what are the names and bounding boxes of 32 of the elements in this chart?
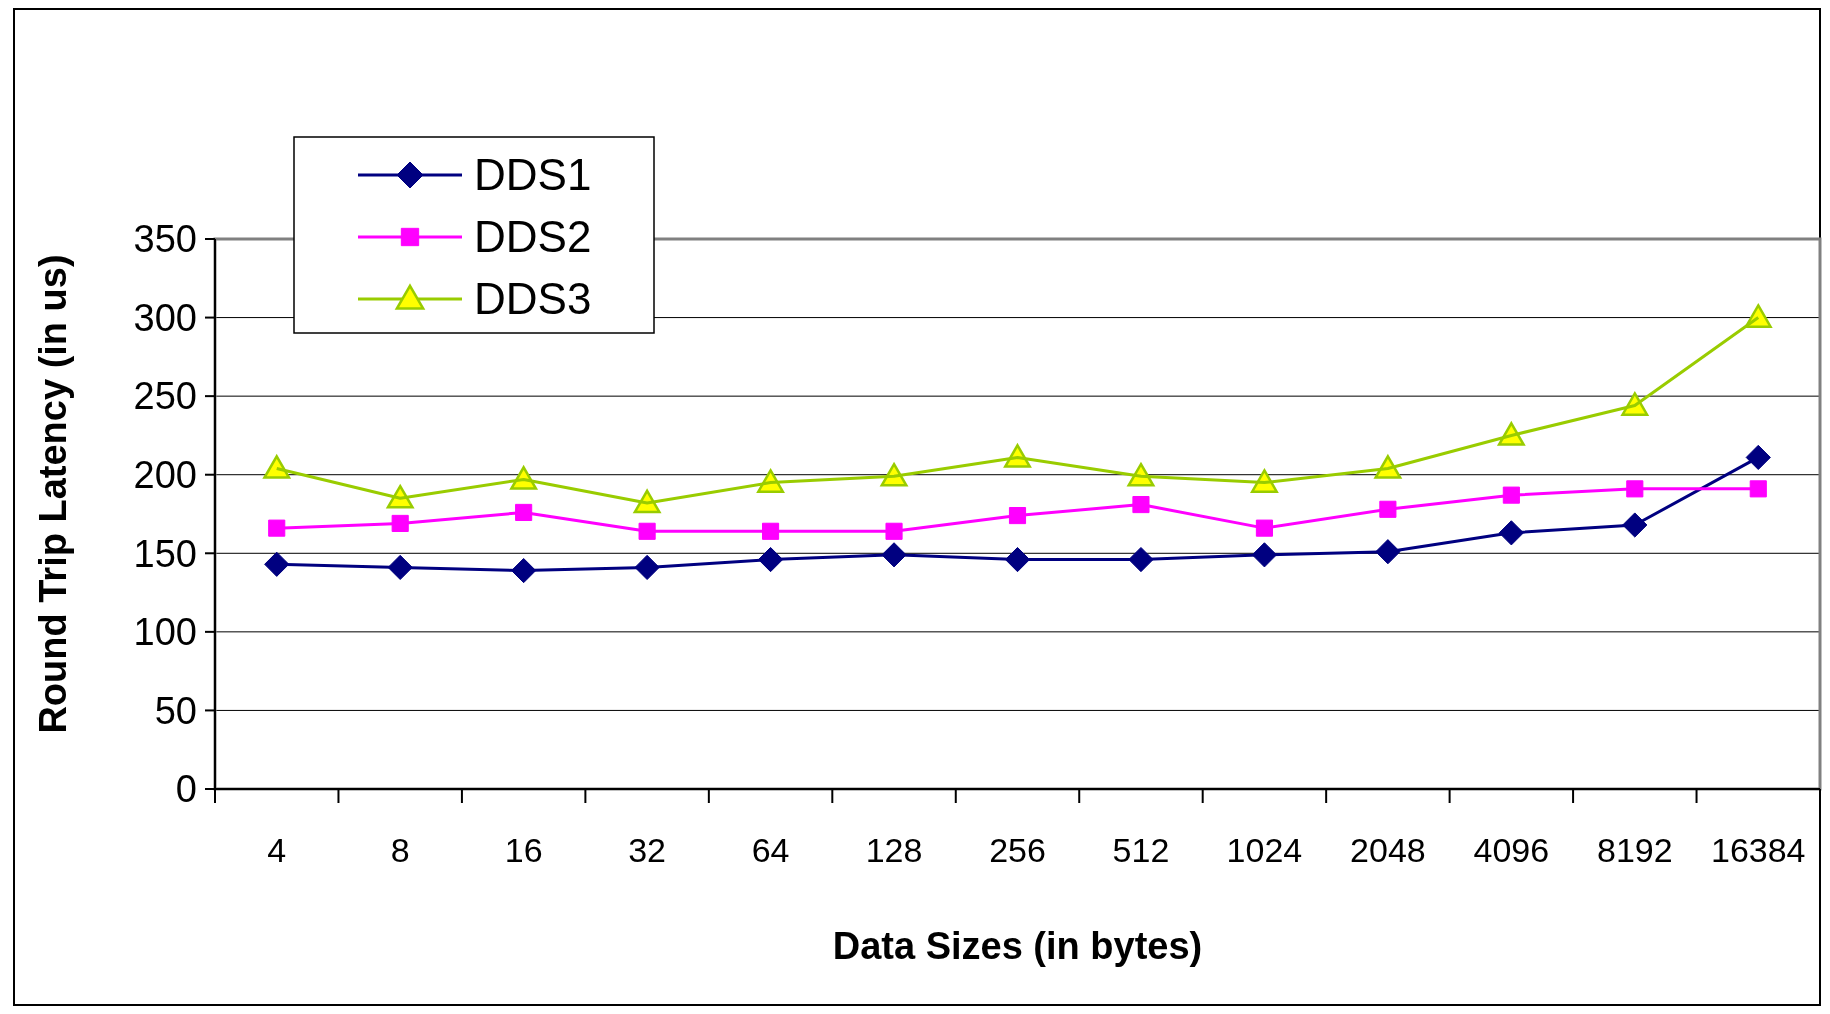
x-tick-label: 32	[628, 831, 667, 869]
point	[268, 519, 286, 537]
y-tick-label: 0	[175, 768, 197, 811]
x-tick-label: 4	[267, 831, 287, 869]
point	[1749, 480, 1767, 498]
x-tick-label: 16384	[1711, 831, 1806, 869]
x-tick-label: 64	[751, 831, 790, 869]
legend-label: DDS1	[474, 150, 592, 200]
y-axis-title: Round Trip Latency (in us)	[32, 254, 74, 734]
y-tick-label: 300	[133, 296, 197, 339]
x-tick-label: 8192	[1596, 831, 1673, 869]
x-tick-label: 1024	[1226, 831, 1303, 869]
legend-label: DDS2	[474, 212, 592, 262]
x-axis-title: Data Sizes (in bytes)	[832, 925, 1203, 967]
x-tick-label: 512	[1112, 831, 1170, 869]
x-tick-label: 4096	[1473, 831, 1550, 869]
legend-label: DDS3	[474, 274, 592, 324]
point	[1745, 444, 1771, 471]
x-tick-label: 8	[390, 831, 410, 869]
y-tick-label: 250	[133, 375, 197, 418]
y-tick-label: 100	[133, 611, 197, 654]
y-tick-label: 200	[133, 454, 197, 497]
y-tick-label: 350	[133, 218, 197, 261]
point	[1626, 480, 1644, 498]
x-tick-label: 256	[989, 831, 1046, 869]
x-tick-label: 128	[865, 831, 923, 869]
point	[263, 455, 291, 479]
point	[264, 551, 290, 577]
x-tick-label: 16	[504, 831, 543, 869]
y-tick-label: 150	[133, 532, 197, 575]
x-tick-label: 2048	[1350, 831, 1426, 869]
y-tick-label: 50	[154, 689, 197, 732]
